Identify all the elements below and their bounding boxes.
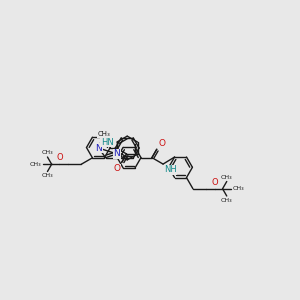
Text: N: N <box>95 143 102 152</box>
Text: O: O <box>114 164 121 173</box>
Text: N: N <box>113 149 120 158</box>
Text: O: O <box>212 178 218 187</box>
Text: CH₃: CH₃ <box>30 162 41 167</box>
Text: CH₃: CH₃ <box>42 173 53 178</box>
Text: O: O <box>56 153 63 162</box>
Text: CH₃: CH₃ <box>221 198 232 203</box>
Text: CH₃: CH₃ <box>42 150 53 155</box>
Text: CH₃: CH₃ <box>221 175 232 179</box>
Text: CH₃: CH₃ <box>233 186 244 191</box>
Text: NH: NH <box>164 165 177 174</box>
Text: HN: HN <box>101 137 113 146</box>
Text: CH₃: CH₃ <box>97 131 110 137</box>
Text: O: O <box>159 139 166 148</box>
